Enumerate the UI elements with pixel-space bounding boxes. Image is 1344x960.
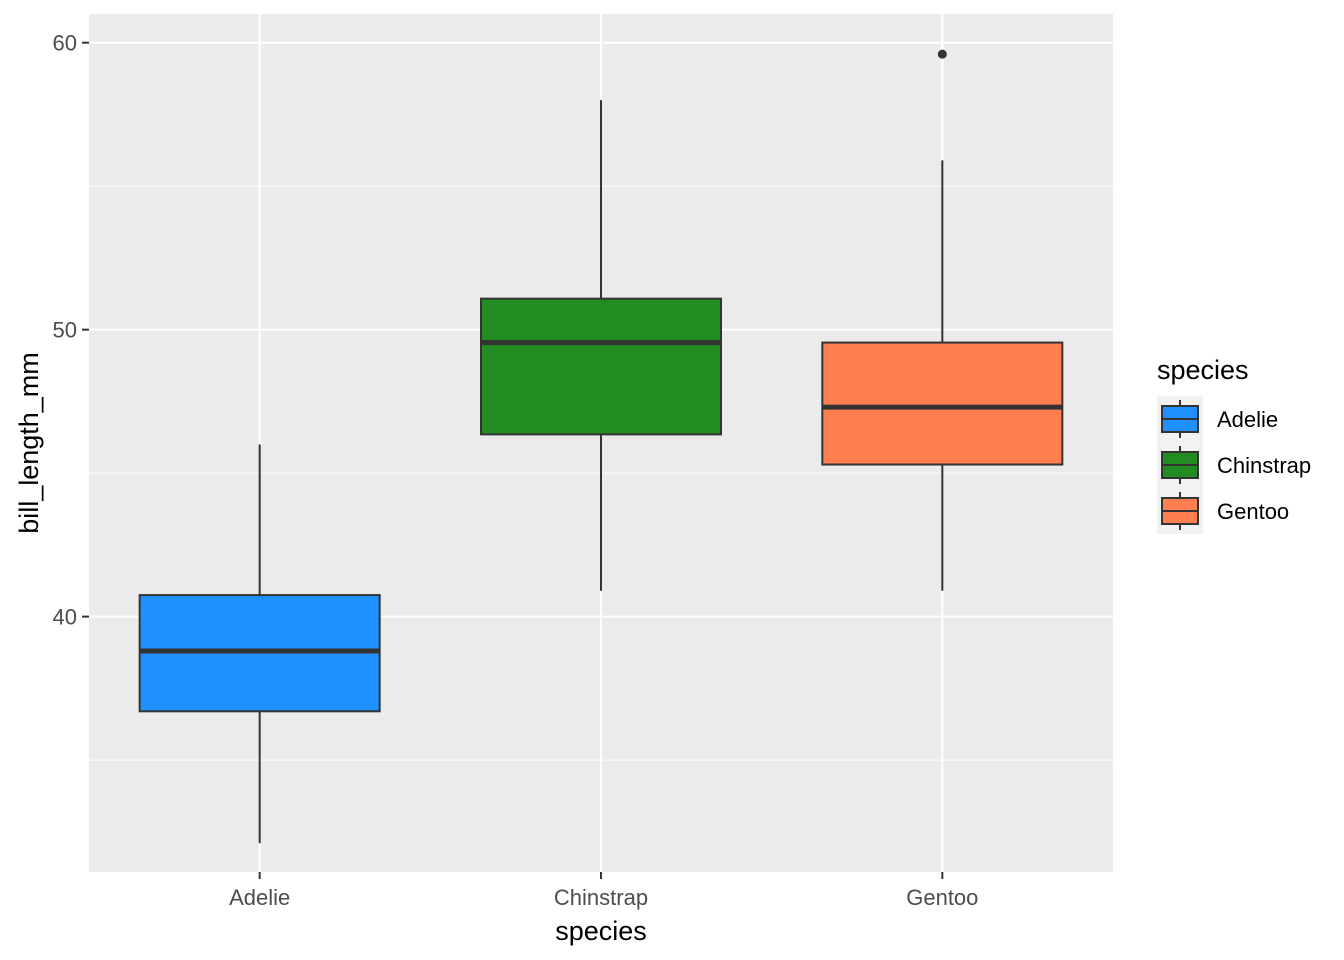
y-tick-label: 60 xyxy=(53,31,77,56)
legend-label: Adelie xyxy=(1217,407,1278,432)
legend-title: species xyxy=(1157,355,1249,385)
legend-label: Gentoo xyxy=(1217,499,1289,524)
box-series xyxy=(138,49,1064,844)
y-tick-label: 50 xyxy=(53,318,77,343)
box-gentoo xyxy=(821,341,1064,466)
y-tick-label: 40 xyxy=(53,605,77,630)
box-chinstrap xyxy=(480,297,722,436)
x-tick-label: Adelie xyxy=(229,885,290,910)
x-tick-label: Gentoo xyxy=(906,885,978,910)
legend-label: Chinstrap xyxy=(1217,453,1311,478)
x-axis-title: species xyxy=(555,916,647,946)
y-axis-title: bill_length_mm xyxy=(14,352,44,534)
outlier-point xyxy=(937,49,947,59)
x-axis: Adelie Chinstrap Gentoo xyxy=(229,872,978,910)
legend: species Adelie Chinstrap Gentoo xyxy=(1157,355,1311,534)
x-tick-label: Chinstrap xyxy=(554,885,648,910)
y-axis: 40 50 60 xyxy=(53,31,89,630)
